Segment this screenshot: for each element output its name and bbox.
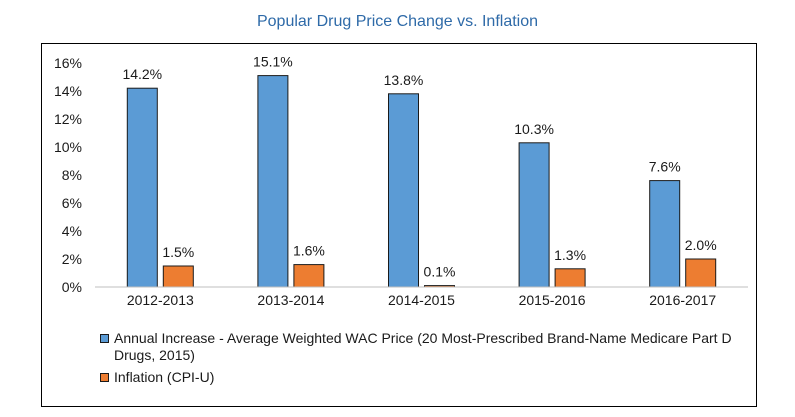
data-label-inflation: 0.1% — [424, 264, 456, 280]
legend: Annual Increase - Average Weighted WAC P… — [100, 330, 740, 386]
legend-label-wac: Annual Increase - Average Weighted WAC P… — [114, 330, 732, 363]
y-tick-label: 8% — [62, 167, 82, 183]
legend-swatch-inflation — [100, 373, 109, 382]
y-tick-label: 16% — [54, 55, 82, 71]
y-tick-label: 2% — [62, 251, 82, 267]
data-label-inflation: 1.5% — [162, 244, 194, 260]
data-label-inflation: 2.0% — [685, 237, 717, 253]
x-tick-label: 2013-2014 — [257, 292, 324, 308]
y-tick-label: 0% — [62, 279, 82, 295]
bar-wac — [518, 142, 550, 288]
legend-item-wac: Annual Increase - Average Weighted WAC P… — [100, 330, 740, 364]
x-tick-label: 2015-2016 — [519, 292, 586, 308]
y-tick-label: 10% — [54, 139, 82, 155]
data-label-wac: 7.6% — [649, 159, 681, 175]
legend-item-inflation: Inflation (CPI-U) — [100, 369, 740, 386]
bar-wac — [126, 87, 158, 288]
bar-inflation — [685, 258, 717, 288]
y-tick-label: 6% — [62, 195, 82, 211]
y-tick-label: 14% — [54, 83, 82, 99]
chart-title: Popular Drug Price Change vs. Inflation — [256, 13, 539, 30]
bar-wac — [388, 93, 419, 288]
x-tick-label: 2012-2013 — [127, 292, 194, 308]
bar-wac — [649, 180, 681, 288]
legend-label-inflation: Inflation (CPI-U) — [114, 369, 215, 385]
data-label-inflation: 1.6% — [293, 243, 325, 259]
bar-inflation — [554, 268, 586, 288]
data-label-wac: 14.2% — [122, 66, 162, 82]
data-label-wac: 15.1% — [253, 54, 293, 70]
x-tick-label: 2014-2015 — [388, 292, 455, 308]
bar-inflation — [162, 265, 194, 288]
x-tick-label: 2016-2017 — [649, 292, 716, 308]
legend-swatch-wac — [100, 334, 109, 343]
chart-frame — [41, 43, 757, 407]
bar-inflation — [293, 264, 325, 288]
bar-wac — [257, 75, 289, 288]
data-label-wac: 13.8% — [384, 72, 424, 88]
data-label-inflation: 1.3% — [554, 247, 586, 263]
y-tick-label: 4% — [62, 223, 82, 239]
data-label-wac: 10.3% — [514, 121, 554, 137]
y-tick-label: 12% — [54, 111, 82, 127]
